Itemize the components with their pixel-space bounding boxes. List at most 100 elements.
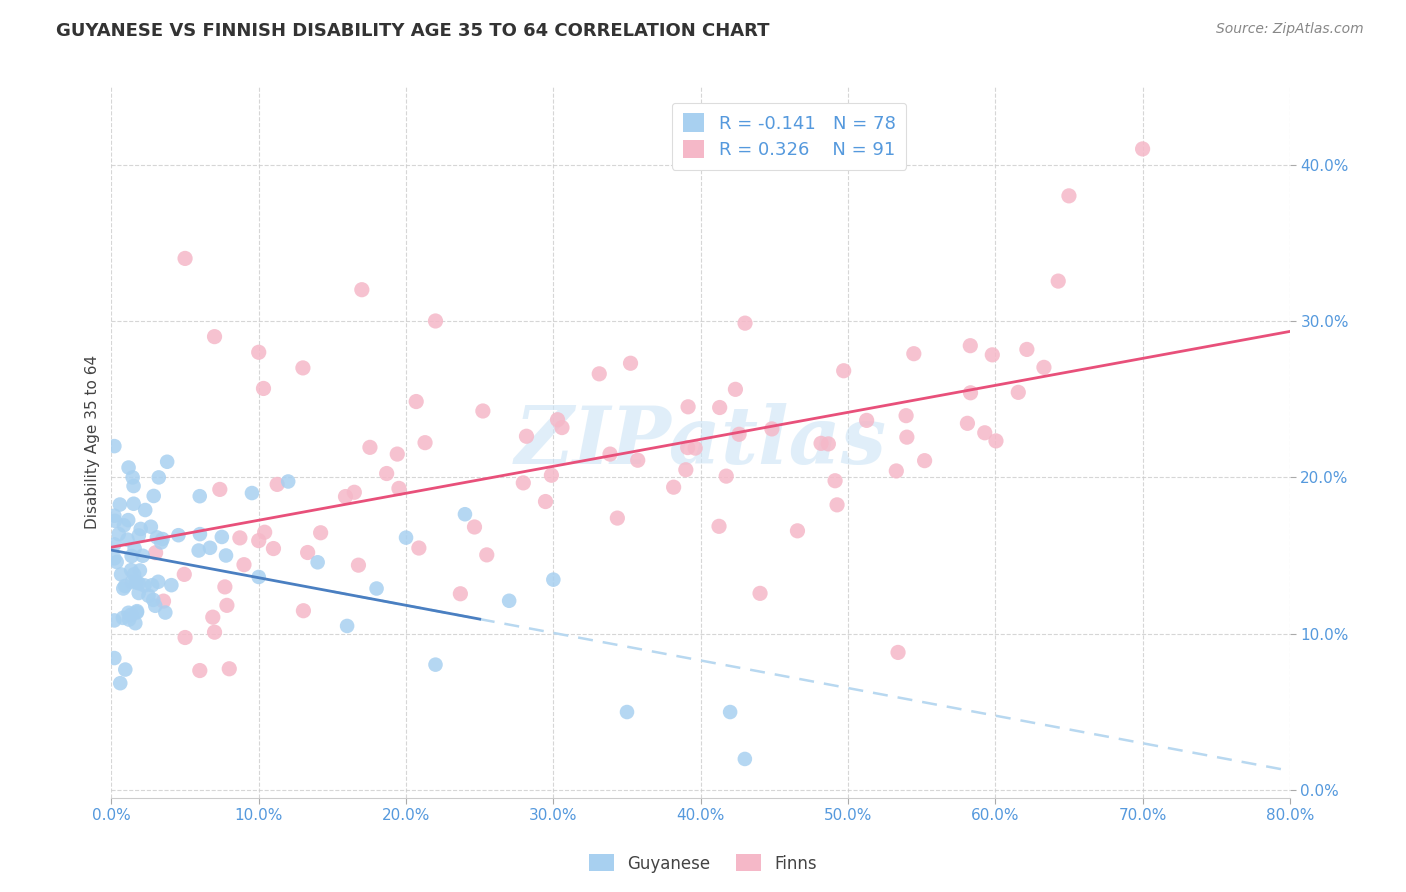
- Legend: Guyanese, Finns: Guyanese, Finns: [582, 847, 824, 880]
- Point: [956, 417, 979, 431]
- Point: [240, 486, 263, 500]
- Point: [366, 582, 388, 596]
- Point: [128, 586, 150, 600]
- Point: [728, 427, 751, 442]
- Point: [128, 564, 150, 578]
- Point: [120, 607, 142, 622]
- Point: [981, 348, 1004, 362]
- Point: [512, 475, 534, 490]
- Y-axis label: Disability Age 35 to 64: Disability Age 35 to 64: [86, 355, 100, 529]
- Point: [540, 468, 562, 483]
- Point: [121, 549, 143, 563]
- Point: [894, 409, 917, 423]
- Legend: R = -0.141   N = 78, R = 0.326    N = 91: R = -0.141 N = 78, R = 0.326 N = 91: [672, 103, 907, 170]
- Point: [387, 447, 409, 461]
- Point: [160, 578, 183, 592]
- Point: [336, 619, 359, 633]
- Point: [292, 604, 315, 618]
- Point: [425, 657, 447, 672]
- Text: GUYANESE VS FINNISH DISABILITY AGE 35 TO 64 CORRELATION CHART: GUYANESE VS FINNISH DISABILITY AGE 35 TO…: [56, 22, 769, 40]
- Point: [120, 563, 142, 577]
- Point: [1132, 142, 1154, 156]
- Point: [463, 520, 485, 534]
- Point: [734, 752, 756, 766]
- Point: [247, 533, 270, 548]
- Point: [155, 606, 177, 620]
- Point: [825, 498, 848, 512]
- Point: [103, 439, 125, 453]
- Point: [110, 567, 132, 582]
- Point: [627, 453, 650, 467]
- Point: [118, 613, 141, 627]
- Point: [599, 447, 621, 461]
- Point: [291, 360, 314, 375]
- Point: [146, 530, 169, 544]
- Point: [413, 435, 436, 450]
- Point: [335, 490, 357, 504]
- Point: [343, 485, 366, 500]
- Point: [824, 474, 846, 488]
- Point: [347, 558, 370, 573]
- Point: [105, 555, 128, 569]
- Point: [204, 625, 226, 640]
- Point: [1057, 189, 1080, 203]
- Point: [662, 480, 685, 494]
- Point: [388, 482, 411, 496]
- Point: [103, 551, 125, 566]
- Point: [124, 541, 146, 556]
- Point: [187, 543, 209, 558]
- Point: [817, 437, 839, 451]
- Point: [832, 364, 855, 378]
- Point: [262, 541, 284, 556]
- Point: [408, 541, 430, 555]
- Point: [145, 546, 167, 560]
- Point: [252, 381, 274, 395]
- Point: [676, 441, 699, 455]
- Point: [174, 252, 197, 266]
- Point: [233, 558, 256, 572]
- Point: [350, 283, 373, 297]
- Point: [134, 578, 156, 592]
- Point: [215, 549, 238, 563]
- Point: [122, 567, 145, 582]
- Point: [201, 610, 224, 624]
- Point: [152, 532, 174, 546]
- Point: [114, 579, 136, 593]
- Point: [124, 616, 146, 631]
- Point: [128, 576, 150, 591]
- Point: [810, 436, 832, 450]
- Point: [128, 528, 150, 542]
- Point: [134, 503, 156, 517]
- Point: [122, 497, 145, 511]
- Point: [125, 574, 148, 589]
- Point: [103, 614, 125, 628]
- Point: [515, 429, 537, 443]
- Point: [138, 589, 160, 603]
- Point: [139, 520, 162, 534]
- Point: [675, 463, 697, 477]
- Point: [959, 385, 981, 400]
- Point: [588, 367, 610, 381]
- Point: [277, 475, 299, 489]
- Point: [425, 314, 447, 328]
- Point: [117, 533, 139, 547]
- Point: [1007, 385, 1029, 400]
- Point: [359, 441, 381, 455]
- Point: [117, 513, 139, 527]
- Point: [749, 586, 772, 600]
- Point: [405, 394, 427, 409]
- Point: [148, 574, 170, 589]
- Point: [152, 594, 174, 608]
- Point: [103, 651, 125, 665]
- Point: [547, 413, 569, 427]
- Point: [218, 662, 240, 676]
- Point: [188, 664, 211, 678]
- Point: [884, 464, 907, 478]
- Point: [1047, 274, 1070, 288]
- Point: [534, 494, 557, 508]
- Point: [395, 531, 418, 545]
- Point: [148, 470, 170, 484]
- Point: [198, 541, 221, 555]
- Point: [247, 345, 270, 359]
- Point: [676, 400, 699, 414]
